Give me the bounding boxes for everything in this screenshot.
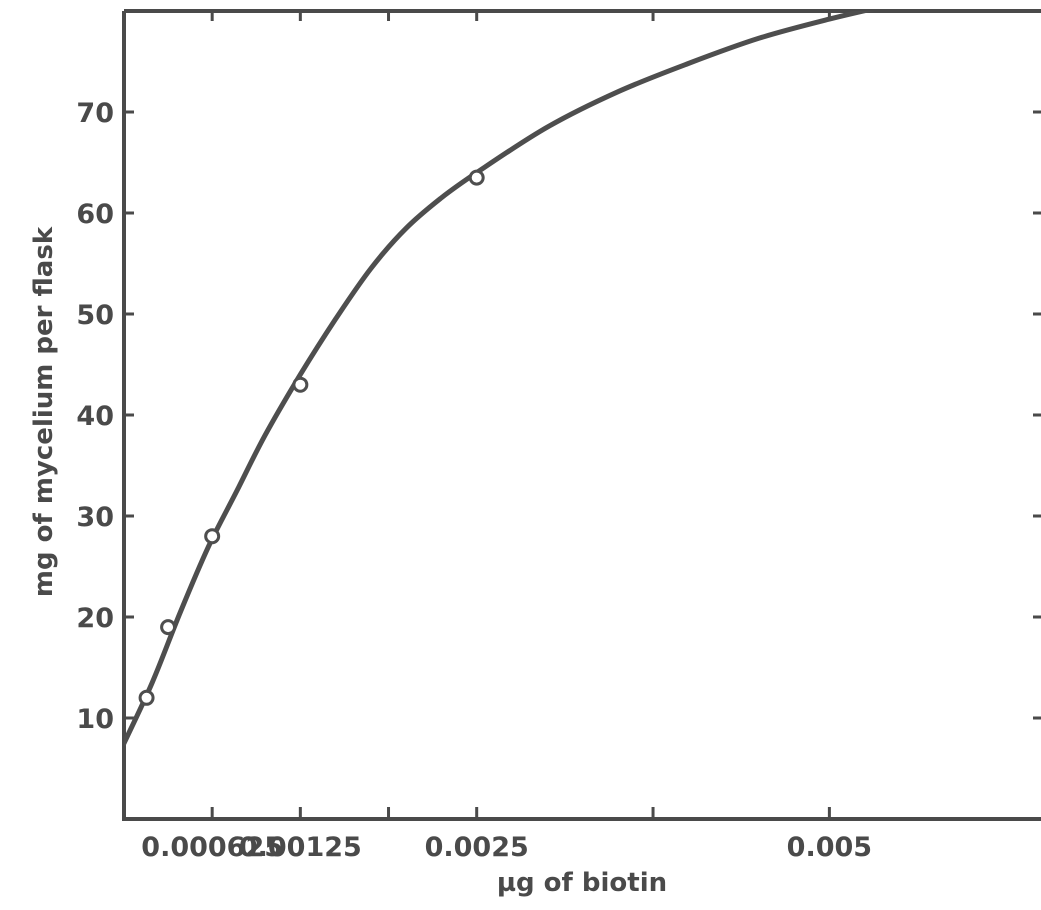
- x-tick-label: 0.0025: [425, 832, 529, 863]
- data-point: [138, 689, 155, 706]
- right-edge-ticks: [1033, 110, 1041, 720]
- data-points: [138, 169, 485, 706]
- y-tick-label: 10: [76, 704, 114, 735]
- data-point: [292, 376, 309, 393]
- x-tick-label: 0.000625: [141, 832, 283, 863]
- y-tick-label: 40: [76, 401, 114, 432]
- y-tick-label: 30: [76, 502, 114, 533]
- data-point: [160, 619, 177, 636]
- x-axis-ticks: [210, 11, 831, 819]
- fitted-growth-curve: [124, 11, 875, 746]
- y-tick-label: 70: [76, 98, 114, 129]
- y-axis-title: mg of mycelium per flask: [29, 226, 59, 597]
- x-axis-title: µg of biotin: [497, 868, 667, 898]
- x-tick-label: 0.005: [787, 832, 872, 863]
- y-axis-ticks: [124, 110, 134, 720]
- y-tick-label: 20: [76, 603, 114, 634]
- data-point: [468, 169, 485, 186]
- y-tick-label: 50: [76, 300, 114, 331]
- plot-frame: [122, 9, 1041, 821]
- x-tick-label: 0.00125: [239, 832, 362, 863]
- y-axis-tick-labels: 10 20 30 40 50 60 70: [76, 98, 114, 735]
- data-point: [204, 528, 221, 545]
- y-tick-label: 60: [76, 199, 114, 230]
